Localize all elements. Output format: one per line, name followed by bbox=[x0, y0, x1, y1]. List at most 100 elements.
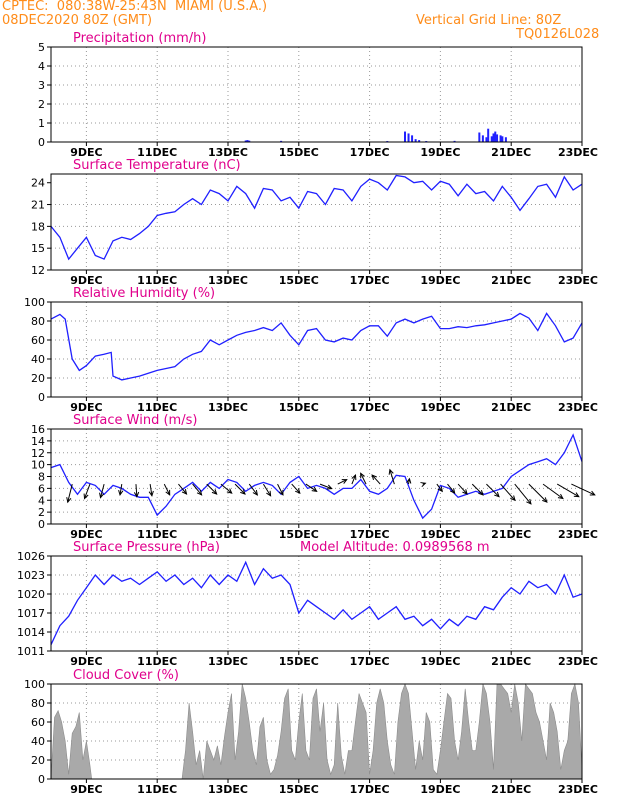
wind-arrow bbox=[514, 483, 532, 505]
wind-arrow-head bbox=[406, 477, 412, 484]
precip-bar bbox=[453, 140, 456, 142]
wind-arrow-head bbox=[196, 489, 203, 496]
precip-ytick-label: 4 bbox=[38, 60, 45, 73]
pres-frame bbox=[50, 555, 583, 652]
rh-ytick-label: 40 bbox=[31, 353, 45, 366]
wind-arrow-head bbox=[311, 486, 318, 492]
rh-line bbox=[50, 312, 583, 381]
temp-title: Surface Temperature (nC) bbox=[73, 158, 241, 173]
wind-arrow-head bbox=[165, 489, 171, 496]
rh-xtick-label: 11DEC bbox=[137, 401, 177, 414]
wind-arrow bbox=[66, 483, 73, 504]
cloud-panel: 0 20 40 60 80 100 9DEC 11DEC 13DEC 15DEC 17DEC 19DE… bbox=[24, 668, 598, 796]
precip-xtick-label: 19DEC bbox=[420, 146, 460, 159]
wind-arrow-head bbox=[66, 497, 72, 504]
wind-arrow-shaft bbox=[436, 483, 443, 492]
pres-xtick-label: 23DEC bbox=[558, 655, 598, 668]
wind-arrow-head bbox=[266, 490, 272, 497]
cloud-xtick-label: 17DEC bbox=[350, 783, 390, 796]
precip-panel: 0 1 2 3 4 5 9DEC 11DEC 13DEC 15DEC 17DEC 19DEC 21DEC… bbox=[38, 31, 598, 159]
wind-arrow-shaft bbox=[471, 483, 484, 496]
cloud-ytick-label: 20 bbox=[31, 754, 45, 767]
precip-xtick-label: 11DEC bbox=[137, 146, 177, 159]
wind-arrow-head bbox=[83, 493, 89, 500]
pres-line bbox=[50, 560, 583, 645]
wind-arrow-shaft bbox=[119, 484, 123, 495]
rh-xtick-label: 23DEC bbox=[558, 401, 598, 414]
wind-arrow-head bbox=[252, 489, 259, 496]
wind-arrow bbox=[248, 483, 259, 496]
wind-arrow-head bbox=[133, 491, 140, 498]
cloud-ytick-label: 100 bbox=[24, 678, 45, 691]
wind-ytick-label: 8 bbox=[38, 471, 45, 484]
temp-line bbox=[50, 174, 583, 261]
precip-bar bbox=[414, 139, 417, 142]
pres-panel: 1011 1014 1017 1020 1023 1026 9DEC 11DEC 13DEC 15… bbox=[17, 540, 598, 668]
temp-plot-area bbox=[51, 174, 582, 270]
header-location: MIAMI (U.S.A.) bbox=[175, 0, 268, 14]
pres-xtick-label: 11DEC bbox=[137, 655, 177, 668]
wind-arrow-shaft bbox=[514, 483, 532, 505]
wind-arrow bbox=[163, 483, 171, 496]
precip-bar bbox=[407, 133, 410, 142]
precip-bar bbox=[499, 135, 502, 142]
wind-arrow-shaft bbox=[571, 483, 595, 496]
precip-xtick-label: 23DEC bbox=[558, 146, 598, 159]
rh-xtick-label: 19DEC bbox=[420, 401, 460, 414]
temp-xtick-label: 23DEC bbox=[558, 274, 598, 287]
precip-bar bbox=[481, 135, 484, 142]
precip-plot-area bbox=[51, 47, 582, 142]
cloud-xtick-label: 23DEC bbox=[558, 783, 598, 796]
temp-ytick-label: 12 bbox=[31, 264, 45, 277]
wind-arrow-shaft bbox=[163, 483, 171, 496]
wind-arrow-shaft bbox=[319, 483, 332, 490]
wind-ytick-label: 6 bbox=[38, 482, 45, 495]
cloud-xtick-label: 19DEC bbox=[420, 783, 460, 796]
wind-arrow-shaft bbox=[486, 483, 500, 498]
wind-arrow bbox=[388, 468, 395, 485]
wind-arrow bbox=[471, 483, 484, 496]
cloud-title: Cloud Cover (%) bbox=[73, 668, 179, 683]
wind-arrow bbox=[291, 483, 301, 494]
rh-xtick-label: 9DEC bbox=[70, 401, 102, 414]
rh-ytick-label: 80 bbox=[31, 315, 45, 328]
wind-arrow-head bbox=[449, 488, 456, 494]
wind-arrow bbox=[234, 483, 246, 495]
cloud-ytick-label: 40 bbox=[31, 735, 45, 748]
wind-arrow-head bbox=[462, 489, 468, 495]
wind-arrow-shaft bbox=[67, 483, 73, 503]
pres-xtick-label: 19DEC bbox=[420, 655, 460, 668]
wind-arrow-head bbox=[341, 479, 348, 484]
wind-arrow-shaft bbox=[248, 483, 258, 496]
wind-arrow bbox=[148, 484, 154, 497]
wind-arrow bbox=[83, 483, 91, 500]
wind-arrow-head bbox=[326, 484, 333, 490]
pres-ytick-label: 1017 bbox=[17, 607, 45, 620]
wind-arrow bbox=[528, 483, 548, 503]
wind-arrow-shaft bbox=[149, 484, 153, 496]
cloud-xtick-label: 15DEC bbox=[279, 783, 319, 796]
pres-ytick-label: 1020 bbox=[17, 588, 45, 601]
pres-xtick-label: 21DEC bbox=[491, 655, 531, 668]
precip-bar bbox=[490, 136, 493, 142]
temp-xtick-label: 17DEC bbox=[350, 274, 390, 287]
wind-arrow-head bbox=[510, 495, 516, 502]
wind-arrow-head bbox=[371, 474, 377, 481]
wind-arrow bbox=[99, 483, 105, 499]
wind-arrow-head bbox=[211, 489, 218, 495]
wind-plot-area bbox=[51, 429, 582, 524]
wind-arrow bbox=[457, 483, 468, 495]
wind-arrow-head bbox=[542, 497, 548, 503]
precip-xtick-label: 13DEC bbox=[208, 146, 248, 159]
precip-title: Precipitation (mm/h) bbox=[73, 31, 206, 46]
precip-bar bbox=[418, 140, 421, 142]
wind-xtick-label: 13DEC bbox=[208, 528, 248, 541]
wind-ytick-label: 14 bbox=[31, 435, 45, 448]
wind-arrow-shaft bbox=[351, 474, 356, 485]
wind-arrow bbox=[571, 483, 596, 496]
temp-panel: 12 15 18 21 24 9DEC 11DEC 13DEC 15DEC 17DEC 19DEC 2… bbox=[31, 158, 598, 287]
wind-arrow-shaft bbox=[457, 483, 468, 495]
temp-ytick-label: 18 bbox=[31, 220, 45, 233]
wind-arrow bbox=[133, 484, 140, 498]
